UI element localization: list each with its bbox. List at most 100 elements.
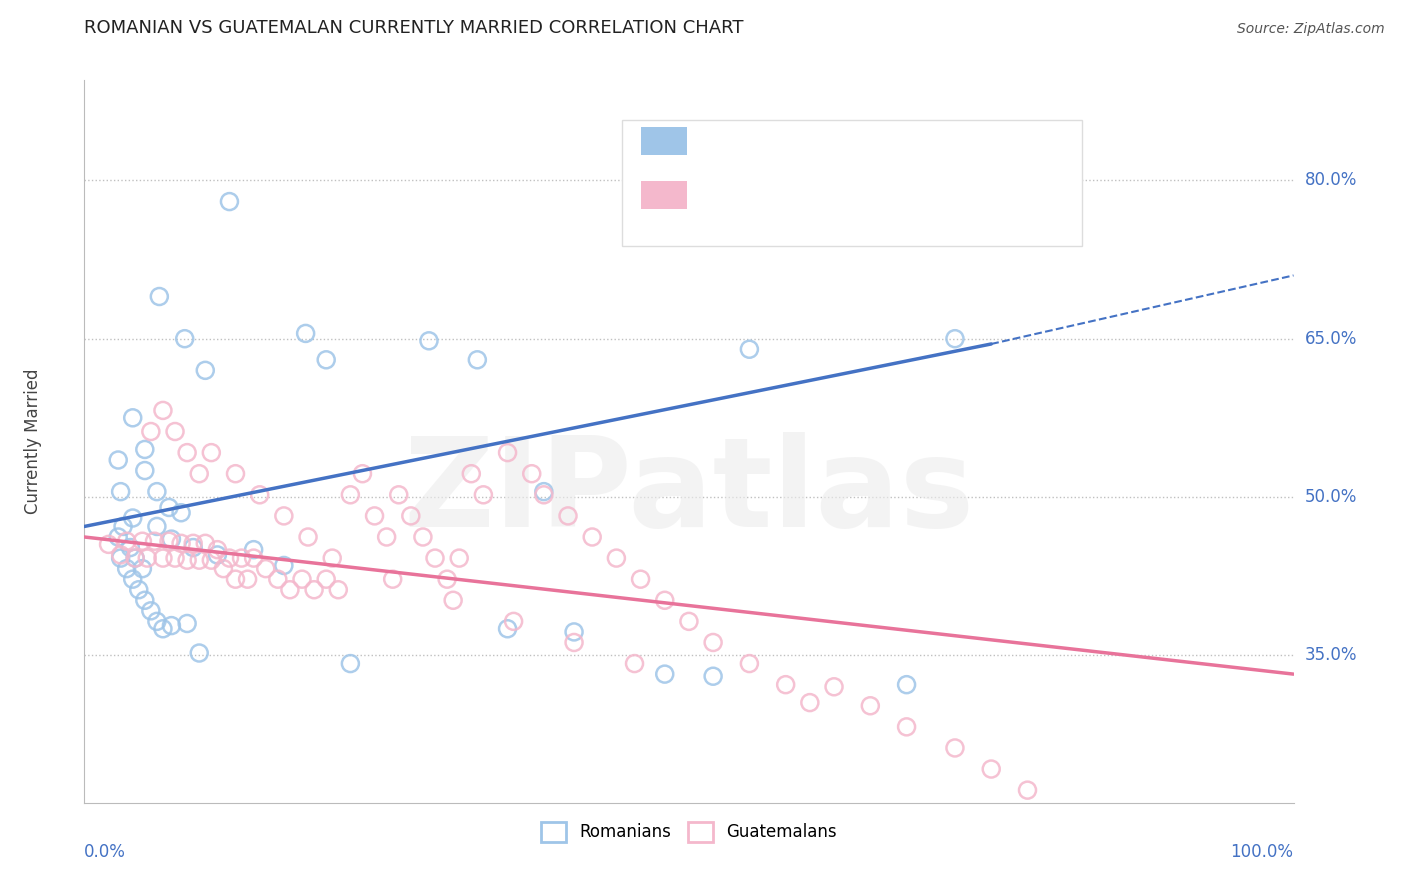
Text: R =  0.140: R = 0.140 xyxy=(702,133,790,151)
Point xyxy=(218,194,240,209)
Point xyxy=(110,484,132,499)
Point xyxy=(775,678,797,692)
Point xyxy=(170,536,193,550)
Point xyxy=(176,445,198,459)
Point xyxy=(249,488,271,502)
Point xyxy=(207,542,229,557)
Point xyxy=(165,425,187,439)
Point xyxy=(943,741,966,756)
Point xyxy=(236,572,259,586)
Point xyxy=(328,582,350,597)
Point xyxy=(134,442,156,457)
Point xyxy=(605,551,627,566)
Point xyxy=(146,484,169,499)
Point xyxy=(302,582,325,597)
Point xyxy=(107,453,129,467)
Point xyxy=(131,561,153,575)
Point xyxy=(273,558,295,573)
Point xyxy=(823,680,845,694)
Text: N = 78: N = 78 xyxy=(901,187,959,205)
Point xyxy=(533,488,555,502)
Text: 0.0%: 0.0% xyxy=(84,843,127,861)
Point xyxy=(352,467,374,481)
Point xyxy=(562,635,585,649)
Point xyxy=(188,467,211,481)
Point xyxy=(363,508,385,523)
Point xyxy=(225,467,247,481)
FancyBboxPatch shape xyxy=(623,120,1083,246)
Point xyxy=(623,657,645,671)
Point xyxy=(121,410,143,425)
Point xyxy=(225,572,247,586)
Point xyxy=(121,511,143,525)
Point xyxy=(799,696,821,710)
Point xyxy=(148,289,170,303)
Point xyxy=(339,488,361,502)
Point xyxy=(157,500,180,515)
Point xyxy=(181,536,204,550)
Point xyxy=(152,622,174,636)
Point xyxy=(121,572,143,586)
Point xyxy=(339,657,361,671)
Text: 50.0%: 50.0% xyxy=(1305,488,1357,506)
Point xyxy=(176,616,198,631)
Point xyxy=(654,667,676,681)
Point xyxy=(315,572,337,586)
Point xyxy=(738,343,761,357)
Point xyxy=(146,615,169,629)
Point xyxy=(165,551,187,566)
Point xyxy=(654,593,676,607)
Point xyxy=(533,484,555,499)
Point xyxy=(496,622,519,636)
Point xyxy=(152,403,174,417)
Point xyxy=(412,530,434,544)
Point xyxy=(423,551,446,566)
Text: 35.0%: 35.0% xyxy=(1305,646,1357,665)
Point xyxy=(896,720,918,734)
Point xyxy=(678,615,700,629)
Point xyxy=(242,542,264,557)
Point xyxy=(375,530,398,544)
Point xyxy=(562,624,585,639)
Point xyxy=(143,534,166,549)
Text: N = 49: N = 49 xyxy=(901,133,959,151)
Point xyxy=(581,530,603,544)
Text: ROMANIAN VS GUATEMALAN CURRENTLY MARRIED CORRELATION CHART: ROMANIAN VS GUATEMALAN CURRENTLY MARRIED… xyxy=(84,19,744,37)
Point xyxy=(181,541,204,555)
Point xyxy=(315,352,337,367)
Point xyxy=(110,551,132,566)
Point xyxy=(170,506,193,520)
Point xyxy=(502,615,524,629)
Point xyxy=(294,326,316,341)
FancyBboxPatch shape xyxy=(641,181,686,209)
Text: Currently Married: Currently Married xyxy=(24,368,42,515)
Point xyxy=(207,548,229,562)
Text: R = -0.287: R = -0.287 xyxy=(702,187,790,205)
Point xyxy=(242,551,264,566)
Point xyxy=(291,572,314,586)
Point xyxy=(702,669,724,683)
Point xyxy=(128,582,150,597)
Point xyxy=(738,657,761,671)
Point xyxy=(1017,783,1039,797)
Point xyxy=(115,561,138,575)
Point xyxy=(399,508,422,523)
Point xyxy=(134,593,156,607)
Point xyxy=(112,519,135,533)
Point xyxy=(472,488,495,502)
Point xyxy=(136,551,159,566)
Point xyxy=(467,352,489,367)
Point xyxy=(254,561,277,575)
Point xyxy=(176,553,198,567)
Point xyxy=(218,551,240,566)
Point xyxy=(107,530,129,544)
Point xyxy=(188,553,211,567)
Point xyxy=(557,508,579,523)
Point xyxy=(152,551,174,566)
Point xyxy=(139,425,162,439)
Point xyxy=(460,467,482,481)
Point xyxy=(97,537,120,551)
Point xyxy=(496,445,519,459)
Point xyxy=(388,488,411,502)
Point xyxy=(449,551,471,566)
